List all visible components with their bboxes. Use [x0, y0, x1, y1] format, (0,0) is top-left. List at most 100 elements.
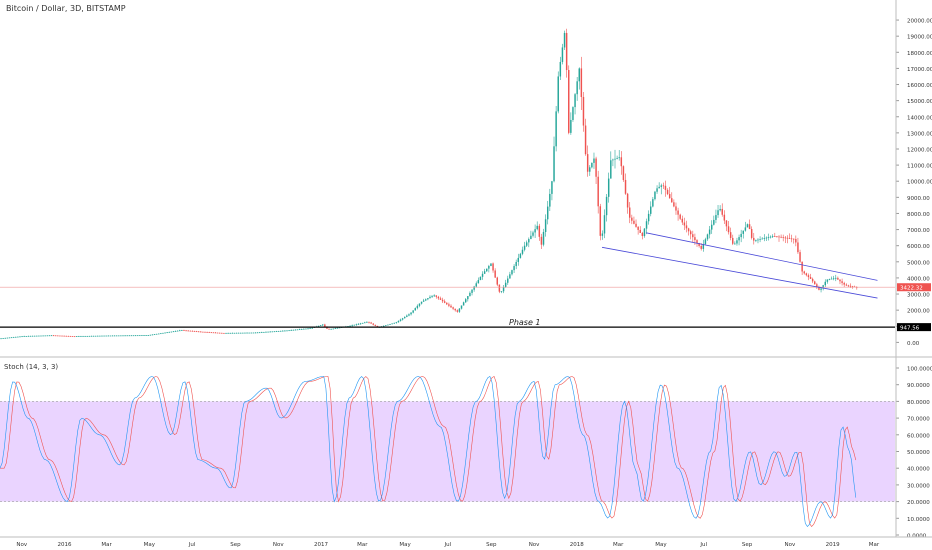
candle-body — [591, 162, 593, 168]
candle-body — [565, 32, 568, 71]
candle-body — [244, 332, 246, 334]
time-tick-label: 2017 — [314, 542, 328, 548]
candle-body — [774, 236, 776, 237]
candle-body — [355, 324, 358, 326]
candle-body — [847, 285, 850, 287]
candle-body — [225, 332, 227, 334]
candle-body — [12, 337, 15, 338]
price-tick-label: 5000.00 — [907, 260, 930, 266]
candle-body — [246, 332, 248, 334]
candle-body — [113, 335, 116, 337]
candle-body — [132, 335, 135, 337]
candle-body — [748, 224, 751, 230]
candle-body — [746, 224, 749, 228]
stochastic-axis: 0.000010.000020.000030.000040.000050.000… — [896, 367, 932, 540]
candle-body — [29, 335, 32, 337]
candle-body — [385, 325, 387, 327]
candle-body — [410, 312, 412, 315]
candle-body — [832, 278, 835, 280]
candle-body — [227, 332, 229, 334]
candle-body — [719, 208, 721, 211]
candle-body — [467, 296, 469, 300]
candle-body — [393, 322, 395, 324]
candle-body — [656, 188, 658, 192]
stoch-tick-label: 60.0000 — [907, 433, 930, 439]
price-tick-label: 20000.00 — [907, 19, 932, 25]
candle-body — [19, 336, 21, 338]
stoch-tick-label: 90.0000 — [907, 383, 930, 389]
time-tick-label: Sep — [486, 542, 497, 548]
price-panel — [0, 28, 858, 340]
candle-body — [242, 332, 244, 334]
candle-body — [589, 167, 591, 172]
candle-body — [851, 286, 854, 288]
candle-body — [46, 335, 49, 337]
candle-body — [513, 266, 515, 271]
candle-body — [427, 298, 429, 300]
candle-body — [63, 335, 65, 337]
candle-body — [370, 322, 372, 324]
stochastic-panel — [0, 375, 895, 527]
time-tick-label: Nov — [16, 542, 27, 548]
candle-body — [382, 325, 385, 327]
candle-body — [830, 278, 833, 280]
price-tick-label: 8000.00 — [907, 212, 930, 218]
symbol-label: Bitcoin / Dollar — [6, 4, 65, 13]
time-tick-label: Jul — [188, 542, 196, 548]
candle-body — [90, 335, 93, 337]
candle-body — [336, 327, 339, 329]
candle-body — [584, 125, 587, 155]
candle-body — [582, 96, 585, 126]
candle-body — [559, 61, 562, 77]
candle-body — [502, 286, 505, 292]
candle-body — [57, 335, 59, 337]
candle-body — [187, 330, 189, 332]
candle-body — [849, 285, 852, 287]
candle-body — [294, 329, 297, 331]
candle-body — [708, 229, 711, 235]
candle-body — [744, 227, 747, 231]
candle-body — [296, 329, 299, 331]
candle-body — [124, 335, 126, 337]
candle-body — [8, 337, 11, 339]
candle-body — [40, 335, 42, 337]
candle-body — [771, 236, 774, 237]
candle-body — [494, 270, 496, 278]
candle-body — [120, 335, 122, 337]
candle-body — [698, 243, 700, 246]
stoch-tick-label: 80.0000 — [907, 400, 930, 406]
candle-body — [835, 277, 837, 279]
candle-body — [179, 330, 181, 332]
candle-body — [279, 330, 282, 332]
price-tick-label: 18000.00 — [907, 51, 932, 57]
time-tick-label: Nov — [273, 542, 284, 548]
candle-body — [73, 336, 76, 338]
candle-body — [107, 335, 110, 337]
candle-body — [330, 328, 332, 330]
candle-body — [349, 325, 351, 327]
candle-body — [27, 335, 30, 337]
candle-body — [626, 193, 629, 208]
phase-price-label-bg — [897, 323, 931, 332]
last-price-label-bg — [897, 283, 931, 292]
candle-body — [111, 335, 114, 337]
candle-body — [792, 238, 795, 240]
candle-body — [324, 324, 326, 327]
candle-body — [361, 322, 364, 324]
candle-body — [204, 331, 206, 333]
candle-body — [412, 310, 414, 313]
candle-body — [319, 325, 322, 326]
candle-body — [551, 181, 553, 194]
candle-body — [237, 332, 240, 334]
candle-body — [368, 321, 370, 323]
candle-body — [715, 215, 717, 220]
candle-body — [267, 331, 269, 333]
candle-body — [309, 328, 311, 329]
price-tick-label: 7000.00 — [907, 228, 930, 234]
stoch-d-line — [0, 375, 857, 527]
candle-body — [645, 221, 648, 229]
candle-body — [809, 277, 812, 279]
candle-body — [71, 336, 74, 337]
candle-body — [275, 331, 278, 332]
